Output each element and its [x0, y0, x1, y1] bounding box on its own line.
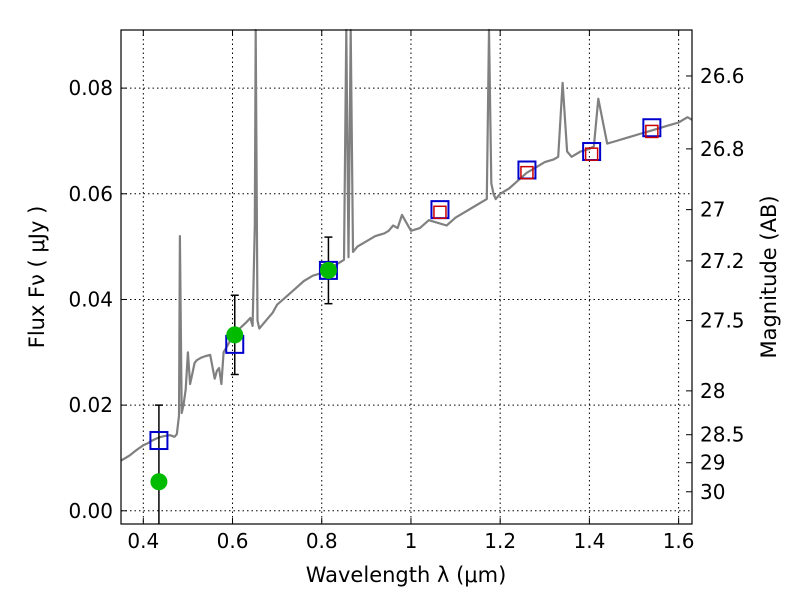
spectrum-line	[120, 28, 693, 462]
y2-tick-label: 28	[700, 379, 725, 403]
y-tick-label: 0.08	[68, 76, 113, 100]
x-axis-label: Wavelength λ (μm)	[306, 563, 507, 587]
axis-ticks: 0.4 0.6 0.8 1 1.2 1.4 1.6 0.00 0.02 0.04 0.06 0.08 2…	[68, 30, 745, 553]
observed-photometry-point	[319, 261, 337, 279]
x-tick-label: 0.8	[306, 529, 338, 553]
y-tick-label: 0.06	[68, 182, 113, 206]
y2-tick-label: 27.2	[700, 249, 745, 273]
synthetic-photometry-point	[433, 205, 447, 220]
model-photometry-point	[642, 118, 662, 138]
y2-tick-label: 26.8	[700, 137, 745, 161]
y2-tick-label: 27.5	[700, 309, 745, 333]
observed-photometry-point	[150, 473, 168, 491]
y2-tick-label: 28.5	[700, 423, 745, 447]
synthetic-photometry-point	[645, 124, 659, 139]
x-tick-label: 0.6	[217, 529, 249, 553]
synthetic-photometry-point	[584, 147, 599, 161]
y2-tick-label: 30	[700, 480, 725, 504]
y-tick-label: 0.00	[68, 499, 113, 523]
x-tick-label: 1.6	[663, 529, 695, 553]
spectrum-layer	[120, 28, 693, 462]
y2-tick-label: 29	[700, 451, 725, 475]
y-tick-label: 0.02	[68, 393, 113, 417]
y2-tick-label: 26.6	[700, 64, 745, 88]
plot-frame	[120, 29, 693, 525]
model-photometry-point	[149, 431, 169, 451]
observed-photometry-point	[226, 326, 244, 344]
synthetic-photometry-point	[520, 165, 534, 180]
x-tick-label: 1.4	[573, 529, 605, 553]
x-tick-label: 1.2	[484, 529, 516, 553]
x-tick-label: 0.4	[127, 529, 159, 553]
x-tick-label: 1	[405, 529, 418, 553]
y-tick-label: 0.04	[68, 287, 113, 311]
grid	[121, 30, 692, 524]
y2-axis-label: Magnitude (AB)	[757, 195, 781, 358]
y-axis-label: Flux Fν ( μJy )	[25, 206, 49, 349]
marker-layer	[149, 118, 662, 524]
y2-tick-label: 27	[700, 198, 725, 222]
